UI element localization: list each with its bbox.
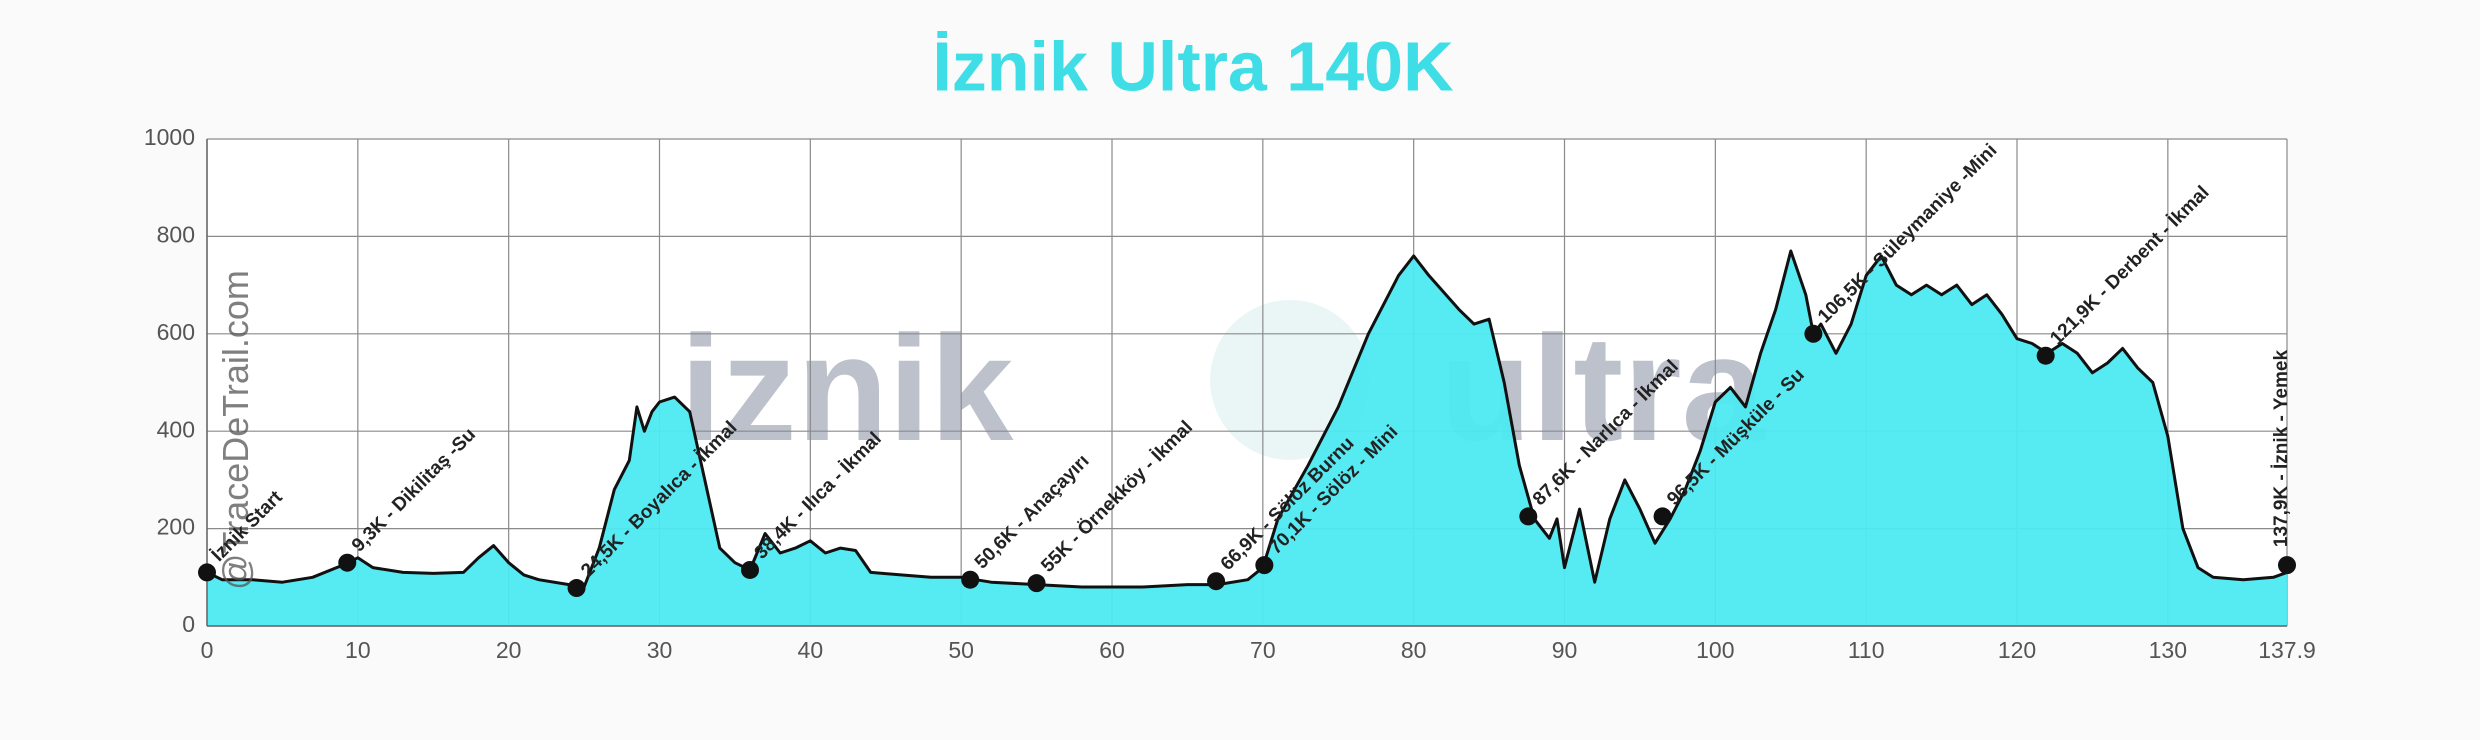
elevation-line [206,249,2288,589]
x-tick-label: 30 [647,637,673,663]
y-tick-label: 800 [157,221,195,247]
waypoint [2036,346,2055,365]
x-tick-label: 120 [1998,637,2036,663]
chart-title: İznik Ultra 140K [932,27,1453,105]
waypoint [961,570,980,589]
watermark: @TraceDeTrail.com [215,270,256,590]
waypoint [1804,324,1823,343]
waypoint [338,553,357,572]
waypoint [1653,507,1672,526]
y-tick-label: 400 [157,416,195,442]
x-tick-label: 80 [1401,637,1427,663]
waypoint [1519,507,1538,526]
elevation-area [207,251,2287,626]
x-tick-label: 100 [1696,637,1734,663]
waypoint [198,563,216,582]
waypoint [741,560,760,579]
waypoint [567,579,586,598]
x-tick-label: 20 [496,637,522,663]
waypoint [1255,556,1274,575]
y-tick-label: 1000 [144,124,195,150]
waypoint [1207,572,1226,591]
x-tick-label: 130 [2149,637,2187,663]
waypoint [2278,556,2296,575]
x-tick-label: 50 [948,637,974,663]
x-tick-label: 40 [798,637,824,663]
x-tick-label: 0 [201,637,214,663]
x-tick-label: 60 [1099,637,1125,663]
logo-text: iznik [680,304,1014,472]
waypoint [1027,574,1046,593]
y-tick-label: 0 [182,611,195,637]
x-tick-label: 10 [345,637,371,663]
y-tick-label: 600 [157,319,195,345]
x-tick-label: 70 [1250,637,1276,663]
x-tick-label: 90 [1552,637,1578,663]
x-tick-label: 137.9 [2258,637,2316,663]
waypoint-label: 137,9K - İznik - Yemek [2271,350,2292,548]
y-tick-label: 200 [157,514,195,540]
x-tick-label: 110 [1848,637,1885,663]
